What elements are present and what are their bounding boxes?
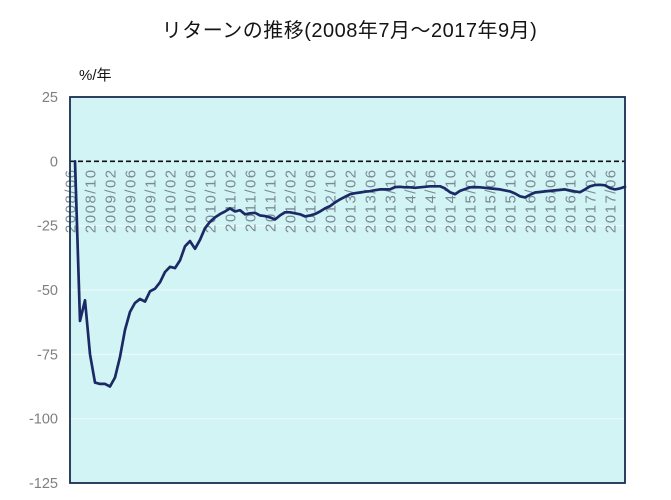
x-tick-label: 2014/02 (403, 168, 420, 233)
x-tick-label: 2010/02 (163, 168, 180, 233)
x-tick-label: 2010/10 (203, 168, 220, 233)
x-tick-label: 2009/10 (143, 168, 160, 233)
x-tick-label: 2011/06 (243, 168, 260, 232)
y-tick-label: 25 (42, 90, 58, 106)
x-tick-label: 2009/02 (103, 168, 120, 233)
x-tick-label: 2015/10 (503, 168, 520, 233)
x-tick-label: 2013/02 (343, 168, 360, 233)
x-tick-label: 2016/10 (563, 168, 580, 233)
y-tick-label: -25 (37, 219, 58, 235)
chart-title: リターンの推移(2008年7月～2017年9月) (161, 20, 538, 42)
return-line (73, 159, 627, 388)
x-tick-label: 2012/02 (283, 168, 300, 233)
y-tick-label: -75 (37, 347, 58, 363)
x-tick-label: 2014/06 (423, 168, 440, 233)
x-tick-label: 2015/02 (463, 168, 480, 233)
x-tick-label: 2011/02 (223, 168, 240, 232)
x-tick-label: 2013/10 (383, 168, 400, 233)
x-tick-label: 2016/02 (523, 168, 540, 233)
y-tick-label: -100 (29, 412, 58, 428)
y-tick-label: 0 (50, 154, 58, 170)
x-tick-label: 2012/10 (323, 168, 340, 233)
plot-border (69, 96, 626, 484)
x-tick-label: 2012/06 (303, 168, 320, 233)
x-tick-label: 2011/10 (263, 168, 280, 232)
x-tick-label: 2015/06 (483, 168, 500, 233)
x-tick-label: 2017/06 (603, 168, 620, 233)
y-axis-unit-label: %/年 (79, 67, 112, 84)
x-tick-label: 2009/06 (123, 168, 140, 233)
x-tick-label: 2013/06 (363, 168, 380, 233)
x-tick-label: 2014/10 (443, 168, 460, 233)
x-tick-label: 2010/06 (183, 168, 200, 233)
x-tick-label: 2017/02 (583, 168, 600, 233)
x-tick-label: 2008/10 (83, 168, 100, 233)
x-tick-label: 2016/06 (543, 168, 560, 233)
y-tick-label: -125 (29, 476, 58, 492)
y-tick-label: -50 (37, 283, 58, 299)
